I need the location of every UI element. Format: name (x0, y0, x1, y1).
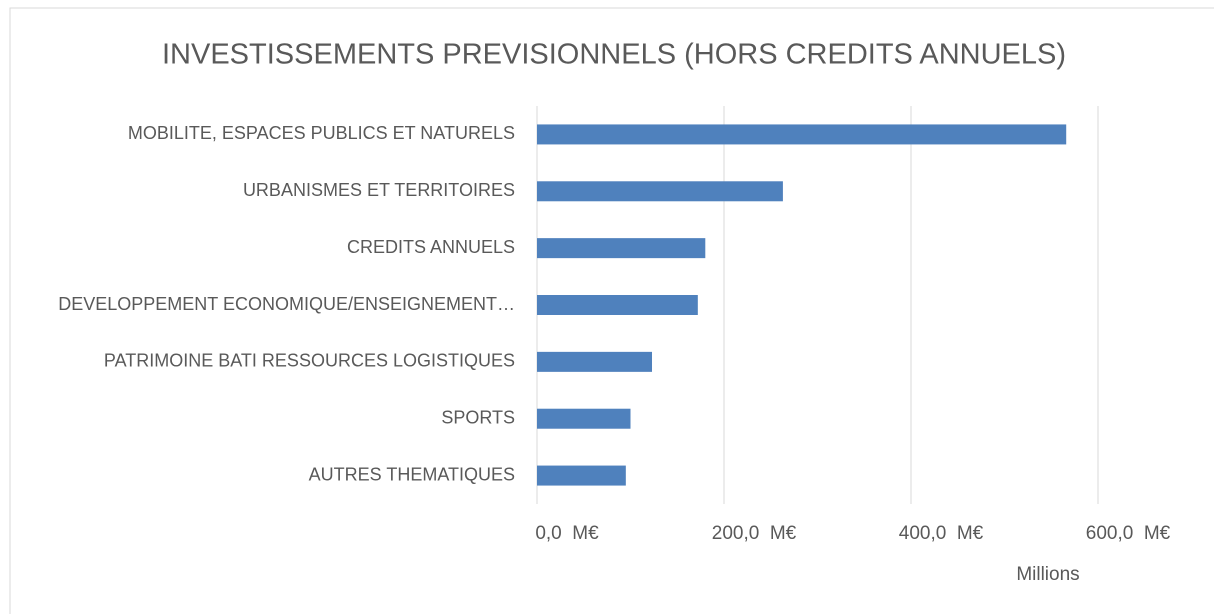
bar (537, 295, 698, 315)
y-tick-label: URBANISMES ET TERRITOIRES (243, 180, 515, 200)
x-tick-label: 200,0 M€ (712, 523, 797, 544)
bar (537, 181, 783, 202)
x-tick-label: 0,0 M€ (535, 523, 599, 544)
bar (537, 465, 626, 486)
y-tick-label: CREDITS ANNUELS (347, 237, 515, 257)
y-tick-label: DEVELOPPEMENT ECONOMIQUE/ENSEIGNEMENT… (58, 294, 515, 314)
bar (537, 124, 1067, 145)
bar (537, 238, 706, 259)
y-tick-label: PATRIMOINE BATI RESSOURCES LOGISTIQUES (104, 351, 515, 371)
x-tick-label: 600,0 M€ (1086, 523, 1171, 544)
y-tick-label: MOBILITE, ESPACES PUBLICS ET NATURELS (128, 123, 515, 143)
x-axis-label: Millions (1016, 564, 1079, 585)
chart-title: INVESTISSEMENTS PREVISIONNELS (HORS CRED… (162, 39, 1066, 71)
y-tick-label: AUTRES THEMATIQUES (309, 464, 515, 484)
y-tick-label: SPORTS (441, 407, 515, 427)
bar (537, 351, 653, 372)
bar (537, 408, 631, 429)
x-tick-label: 400,0 M€ (899, 523, 984, 544)
